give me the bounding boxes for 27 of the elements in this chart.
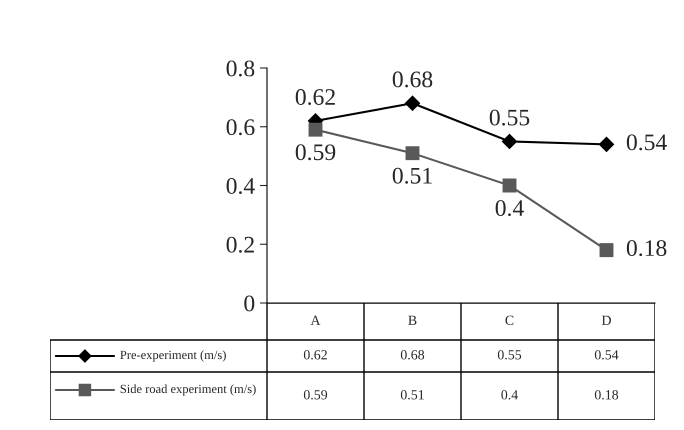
annotation: 0.51 xyxy=(392,168,432,184)
data-label: 0.68 xyxy=(400,350,424,360)
x-tick-label: D xyxy=(602,316,611,325)
x-tick-label: B xyxy=(408,316,416,325)
annotation: 0.54 xyxy=(626,134,667,150)
y-tick-label: 0.4 xyxy=(226,178,255,194)
y-tick-label: 0.6 xyxy=(226,119,254,136)
x-tick-label: C xyxy=(505,316,514,325)
data-label: 0.62 xyxy=(304,350,327,360)
data-label: 0.4 xyxy=(501,390,518,400)
y-tick-label: 0.8 xyxy=(226,60,254,77)
y-tick-label: 0 xyxy=(244,295,254,312)
annotation: 0.55 xyxy=(490,110,530,126)
data-label: 0.54 xyxy=(594,350,618,360)
legend-label: Side road experiment (m/s) xyxy=(120,384,256,396)
annotation: 0.18 xyxy=(626,240,666,256)
annotation: 0.62 xyxy=(296,89,335,106)
annotation: 0.59 xyxy=(296,144,336,160)
data-label: 0.55 xyxy=(498,350,522,360)
data-label: 0.51 xyxy=(400,390,424,400)
annotation: 0.68 xyxy=(392,71,432,88)
y-tick-label: 0.2 xyxy=(226,236,254,253)
data-label: 0.59 xyxy=(304,390,328,400)
annotation: 0.4 xyxy=(496,200,524,216)
legend-label: Pre-experiment (m/s) xyxy=(120,350,226,362)
x-tick-label: A xyxy=(310,316,320,325)
data-label: 0.18 xyxy=(594,390,618,400)
